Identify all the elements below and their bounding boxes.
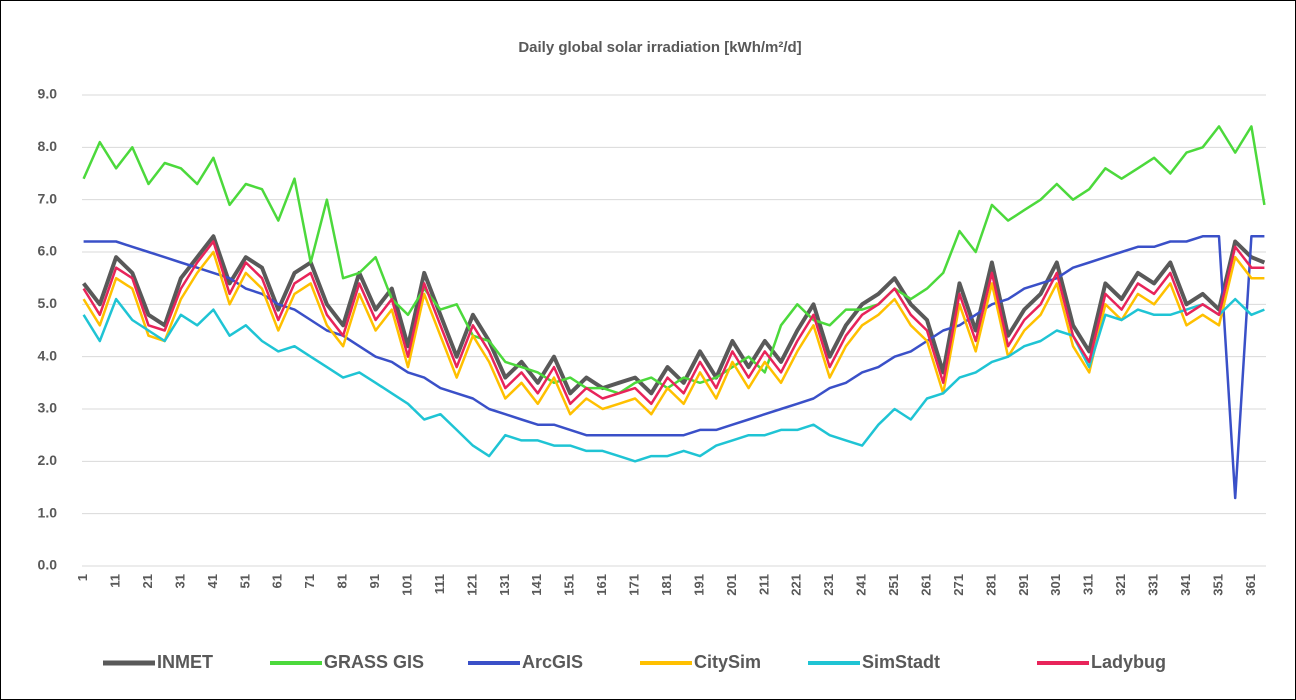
x-tick-label: 111 — [432, 574, 447, 594]
x-tick-label: 31 — [172, 574, 187, 588]
x-tick-label: 181 — [659, 574, 674, 596]
x-tick-label: 281 — [983, 574, 998, 596]
y-tick-label: 4.0 — [38, 347, 58, 363]
legend-label: GRASS GIS — [324, 652, 424, 672]
y-tick-label: 6.0 — [38, 243, 58, 259]
x-tick-label: 271 — [951, 574, 966, 596]
series-line — [82, 240, 1265, 406]
series-line — [82, 297, 1265, 463]
x-tick-label: 361 — [1243, 574, 1258, 596]
x-tick-label: 121 — [464, 574, 479, 596]
y-tick-label: 5.0 — [38, 295, 58, 311]
x-tick-label: 71 — [302, 574, 317, 588]
x-tick-label: 141 — [529, 574, 544, 596]
x-tick-label: 291 — [1016, 574, 1031, 596]
x-tick-label: 301 — [1048, 574, 1063, 596]
x-tick-label: 251 — [886, 574, 901, 596]
chart-title: Daily global solar irradiation [kWh/m²/d… — [518, 39, 801, 56]
y-tick-label: 2.0 — [38, 452, 58, 468]
x-tick-label: 81 — [335, 574, 350, 588]
x-tick-label: 241 — [854, 574, 869, 596]
x-tick-label: 101 — [399, 574, 414, 596]
x-tick-label: 1 — [75, 574, 90, 581]
x-tick-label: 341 — [1178, 574, 1193, 596]
y-tick-label: 9.0 — [38, 86, 58, 102]
y-tick-label: 8.0 — [38, 138, 58, 154]
x-tick-label: 231 — [821, 574, 836, 596]
legend-label: CitySim — [694, 652, 761, 672]
x-tick-label: 351 — [1210, 574, 1225, 596]
legend-label: INMET — [157, 652, 213, 672]
x-tick-label: 221 — [789, 574, 804, 596]
x-tick-label: 11 — [107, 574, 122, 588]
x-tick-label: 21 — [140, 574, 155, 588]
x-tick-label: 61 — [270, 574, 285, 588]
x-tick-label: 311 — [1081, 574, 1096, 595]
legend-label: SimStadt — [862, 652, 940, 672]
x-tick-label: 161 — [594, 574, 609, 596]
x-tick-label: 91 — [367, 574, 382, 588]
legend-label: Ladybug — [1091, 652, 1166, 672]
legend-label: ArcGIS — [522, 652, 583, 672]
series-line — [82, 234, 1266, 396]
x-tick-label: 171 — [627, 574, 642, 596]
x-tick-label: 191 — [691, 574, 706, 596]
x-tick-label: 201 — [724, 574, 739, 596]
x-tick-label: 151 — [562, 574, 577, 596]
y-tick-label: 3.0 — [38, 400, 58, 416]
x-tick-label: 41 — [205, 574, 220, 588]
x-tick-label: 331 — [1146, 574, 1161, 596]
y-tick-label: 7.0 — [38, 190, 58, 206]
x-tick-label: 211 — [756, 574, 771, 595]
y-tick-label: 0.0 — [38, 557, 58, 573]
x-tick-label: 261 — [918, 574, 933, 596]
x-tick-label: 321 — [1113, 574, 1128, 596]
x-tick-label: 131 — [497, 574, 512, 596]
y-tick-label: 1.0 — [38, 504, 58, 520]
x-tick-label: 51 — [237, 574, 252, 588]
series-line — [82, 125, 1266, 395]
series-line — [83, 235, 1265, 500]
